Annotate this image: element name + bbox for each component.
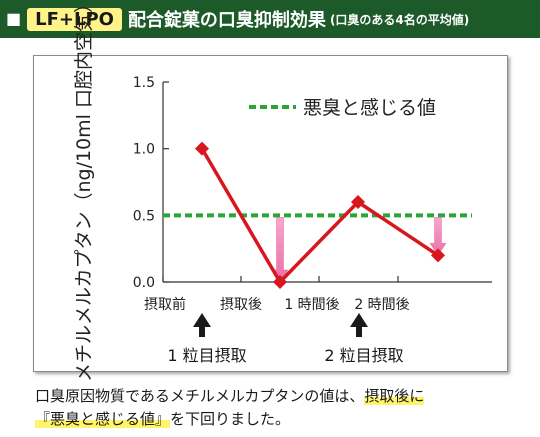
threshold-line-group: 悪臭と感じる値 bbox=[163, 97, 472, 218]
data-point-diamond bbox=[431, 248, 445, 263]
dose-arrow-up-icon bbox=[350, 313, 368, 337]
page-title: 配合錠菓の口臭抑制効果 bbox=[127, 10, 326, 31]
axis-labels: 摂取前 摂取後 1 時間後 2 時間後 メチルメルカプタン（ng/10ml 口腔内空気） bbox=[73, 0, 410, 382]
chart-axes: 0.0 0.5 1.0 1.5 bbox=[133, 75, 492, 291]
data-point-diamond bbox=[273, 275, 287, 289]
dose-markers: 1 粒目摂取 2 粒目摂取 bbox=[167, 313, 404, 365]
x-category-label: 摂取前 bbox=[144, 296, 186, 313]
data-point-diamond bbox=[195, 141, 209, 156]
y-tick-label: 0.5 bbox=[133, 208, 155, 224]
dose-arrow-up-icon bbox=[193, 313, 211, 337]
x-category-label: 摂取後 bbox=[220, 297, 262, 313]
dose-label: 1 粒目摂取 bbox=[167, 346, 246, 365]
y-tick-label: 1.0 bbox=[133, 142, 155, 158]
caption-text-1: 口臭原因物質であるメチルメルカプタンの値は、 bbox=[35, 387, 365, 405]
caption-line-2: 『悪臭と感じる値』を下回りました。 bbox=[35, 408, 525, 431]
x-category-label: 2 時間後 bbox=[354, 297, 409, 313]
y-tick-label: 0.0 bbox=[133, 275, 155, 291]
y-tick-label: 1.5 bbox=[133, 75, 155, 91]
caption-highlight-1: 摂取後に bbox=[364, 387, 425, 405]
legend-threshold-label: 悪臭と感じる値 bbox=[303, 97, 436, 119]
series-group bbox=[195, 141, 445, 289]
page-subtitle: (口臭のある4名の平均値) bbox=[329, 12, 470, 27]
header-bar: ■ LF+LPO 配合錠菓の口臭抑制効果 (口臭のある4名の平均値) bbox=[0, 0, 540, 38]
y-axis-title: メチルメルカプタン（ng/10ml 口腔内空気） bbox=[73, 0, 95, 382]
caption-line-1: 口臭原因物質であるメチルメルカプタンの値は、摂取後に bbox=[35, 385, 525, 408]
header-square-icon: ■ bbox=[6, 9, 22, 28]
breath-odor-chart: 0.0 0.5 1.0 1.5 悪臭と感じる値 摂取前 摂取後 1 時間後 2 時間後 メチル… bbox=[73, 0, 492, 382]
caption-highlight-2: 『悪臭と感じる値』 bbox=[35, 410, 171, 428]
reduction-arrow-icon bbox=[429, 217, 447, 256]
x-category-label: 1 時間後 bbox=[284, 297, 339, 313]
caption: 口臭原因物質であるメチルメルカプタンの値は、摂取後に 『悪臭と感じる値』を下回り… bbox=[35, 385, 525, 431]
dose-label: 2 粒目摂取 bbox=[324, 346, 403, 365]
reduction-arrows bbox=[271, 217, 447, 283]
data-point-diamond bbox=[351, 195, 365, 209]
product-badge: LF+LPO bbox=[27, 7, 122, 31]
series-line bbox=[200, 147, 439, 284]
caption-text-2: を下回りました。 bbox=[170, 410, 291, 428]
